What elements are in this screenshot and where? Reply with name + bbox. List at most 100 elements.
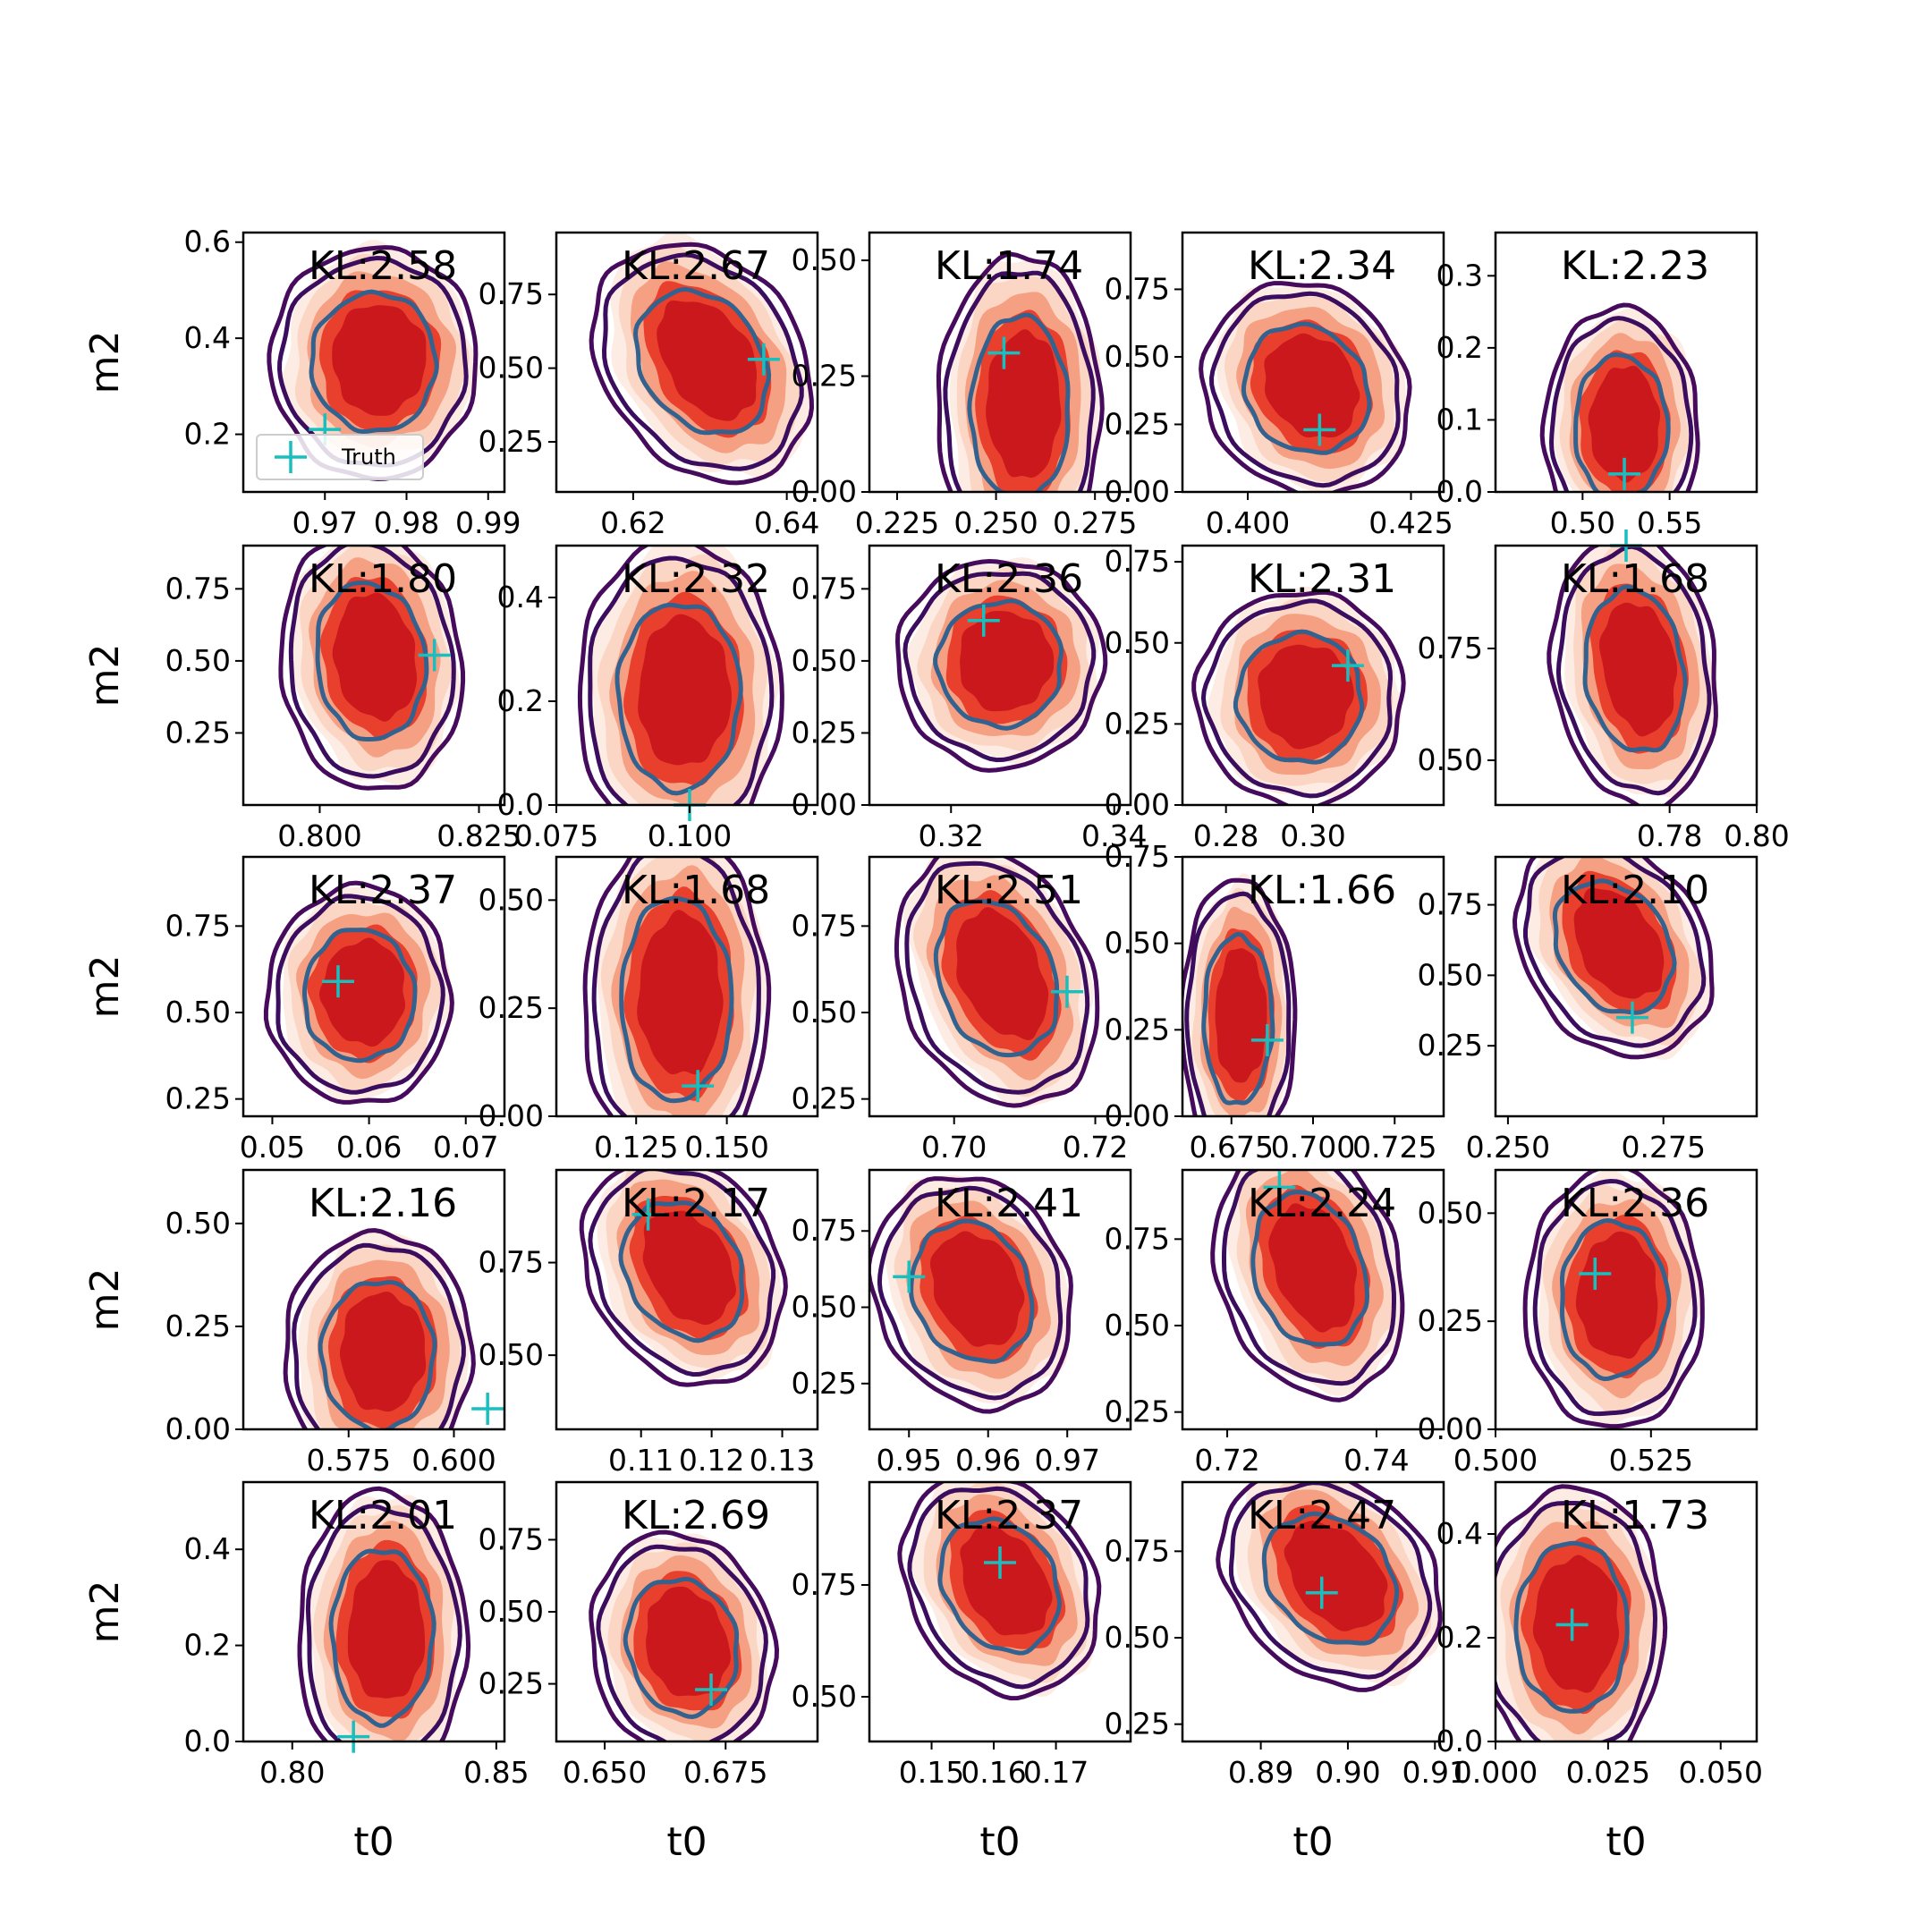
contour-middle [591,857,761,1116]
density-layer [278,546,466,791]
contour-middle [1523,857,1707,1048]
density-fill-5 [638,614,732,766]
subplot-12: 0.125 0.150 0.00 0.25 0.50 KL:1.68 [479,855,819,1165]
y-tick-label: 0.50 [1105,339,1170,374]
plot-frame [555,544,819,807]
contour-outer [579,1170,788,1387]
density-fill-5 [332,305,427,416]
y-tick-label: 0.25 [792,1081,857,1116]
y-axis-label: m2 [82,955,128,1019]
contour-outer [894,558,1108,773]
plot-frame [868,231,1132,494]
truth-marker [418,639,451,672]
contour-middle [1184,891,1292,1116]
subplot-1: 0.97 0.98 0.99 0.2 0.4 0.6 KL:2.58 Truth m2 [82,225,521,540]
density-fill-5 [637,910,724,1075]
y-tick-label: 0.25 [479,1666,544,1701]
contour-middle [1548,316,1694,492]
y-tick-label: 0.50 [165,995,231,1030]
contour-inner [967,312,1071,492]
contour-outer [1191,589,1406,805]
contour-outer [1210,1170,1405,1402]
contour-outer [894,857,1100,1108]
kl-annotation: KL:1.68 [622,868,770,913]
contour-outer [283,1227,476,1429]
y-tick-label: 0.75 [479,276,544,311]
x-tick-label: 0.28 [1193,818,1258,853]
y-tick-label: 0.25 [792,359,857,394]
x-tick-label: 0.80 [259,1755,325,1790]
truth-marker [337,1720,370,1753]
y-tick-label: 0.50 [1105,1308,1170,1343]
plot-frame [868,1480,1132,1743]
legend-label: Truth [341,445,396,470]
y-tick-label: 0.25 [1418,1303,1483,1338]
contour-inner [309,289,439,435]
truth-marker [1579,1258,1612,1290]
plot-frame [555,1168,819,1431]
y-tick-label: 0.2 [497,683,544,718]
truth-marker [747,343,780,376]
y-tick-label: 0.0 [1436,1724,1483,1758]
contour-outer [1199,281,1412,492]
kl-annotation: KL:2.41 [935,1181,1083,1226]
x-tick-label: 0.96 [955,1443,1021,1478]
subplot-17: 0.11 0.12 0.13 0.50 0.75 KL:2.17 [479,1168,819,1478]
x-tick-label: 0.95 [877,1443,942,1478]
y-tick-label: 0.25 [1105,1012,1170,1046]
contour-inner [632,286,772,436]
x-tick-label: 0.025 [1566,1755,1650,1790]
x-tick-label: 0.800 [277,818,361,853]
x-tick-label: 0.400 [1206,505,1290,540]
x-tick-label: 0.11 [608,1443,674,1478]
contour-outer [589,242,815,486]
contour-outer [267,245,479,482]
y-tick-label: 0.50 [1105,926,1170,961]
contour-middle [601,252,804,471]
plot-frame [555,855,819,1118]
y-tick-label: 0.50 [1418,742,1483,777]
contour-inner [1241,321,1372,455]
y-tick-label: 0.75 [165,908,231,943]
density-fill-5 [1268,1203,1357,1333]
y-tick-label: 0.75 [792,1213,857,1248]
y-tick-label: 0.75 [1418,631,1483,665]
density-fill-5 [1588,365,1661,483]
x-tick-label: 0.91 [1402,1755,1468,1790]
x-tick-label: 0.72 [1194,1443,1259,1478]
kl-annotation: KL:2.17 [622,1181,770,1226]
contour-inner [623,1577,740,1720]
subplot-23: 0.150.160.17 0.50 0.75 KL:2.37 t0 [792,1480,1132,1865]
contour-inner [1201,931,1275,1106]
truth-marker [471,1392,504,1425]
y-tick-label: 0.75 [1418,887,1483,922]
kl-annotation: KL:2.58 [309,243,457,289]
x-tick-label: 0.05 [240,1130,305,1165]
density-fill-5 [960,1525,1053,1636]
x-tick-label: 0.700 [1271,1130,1355,1165]
x-tick-label: 0.675 [683,1755,767,1790]
density-layer [579,1170,788,1387]
x-tick-label: 0.97 [1034,1443,1099,1478]
contour-middle [902,571,1097,763]
x-tick-label: 0.525 [1609,1443,1693,1478]
subplot-20: 0.500 0.525 0.00 0.25 0.50 KL:2.36 [1418,1168,1758,1478]
density-layer [297,1486,471,1741]
density-fill-5 [347,1560,426,1699]
plot-frame [1494,544,1758,807]
y-tick-label: 0.00 [1105,1098,1170,1133]
contour-outer [936,251,1105,492]
y-tick-label: 0.00 [479,1098,544,1133]
contour-middle [596,1544,768,1741]
x-tick-label: 0.15 [899,1755,964,1790]
x-tick-label: 0.16 [961,1755,1026,1790]
contour-outer [1539,302,1700,492]
x-tick-label: 0.97 [292,505,358,540]
x-tick-label: 0.600 [411,1443,496,1478]
y-tick-label: 0.25 [479,990,544,1025]
density-fill-5 [1264,333,1360,438]
plot-frame [242,1480,506,1743]
x-tick-label: 0.98 [374,505,439,540]
y-tick-label: 0.50 [792,1679,857,1714]
x-tick-label: 0.99 [455,505,521,540]
